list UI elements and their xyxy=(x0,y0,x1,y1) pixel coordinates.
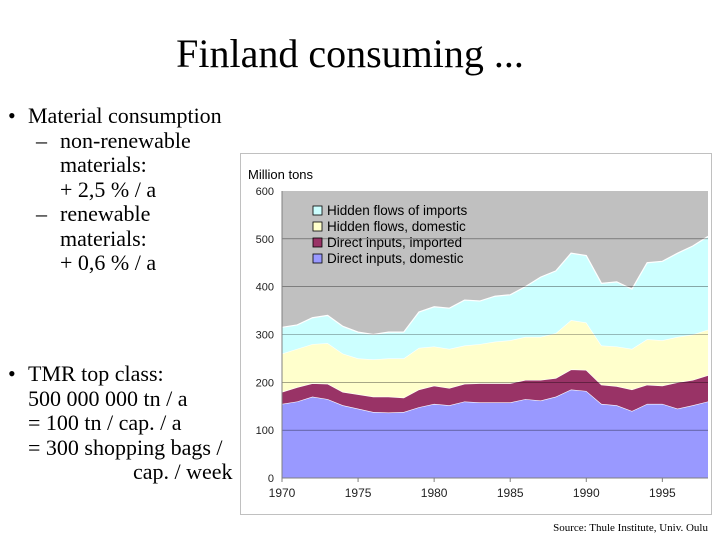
sub-bullet-text: materials: xyxy=(60,152,147,177)
bullet-text: = 100 tn / cap. / a xyxy=(28,410,182,435)
bullet-tmr: • TMR top class: 500 000 000 tn / a = 10… xyxy=(8,361,233,485)
y-tick-label: 200 xyxy=(256,377,274,389)
bullet-dot: • xyxy=(8,361,16,386)
y-tick-label: 100 xyxy=(256,425,274,437)
x-tick-label: 1985 xyxy=(497,486,524,500)
sub-bullet-text: materials: xyxy=(60,225,147,251)
legend-swatch xyxy=(312,253,323,264)
area-series-1 xyxy=(282,389,708,478)
sub-bullet-dash: – xyxy=(36,127,47,153)
y-tick-label: 600 xyxy=(256,186,274,198)
y-tick-label: 0 xyxy=(268,473,274,485)
legend-label: Direct inputs, imported xyxy=(327,235,462,250)
y-tick-label: 300 xyxy=(256,330,274,342)
bullet-material-consumption: • Material consumption – non-renewable m… xyxy=(8,103,268,276)
source-note: Source: Thule Institute, Univ. Oulu xyxy=(553,522,708,534)
x-tick-label: 1980 xyxy=(421,486,448,500)
x-tick-label: 1995 xyxy=(649,486,676,500)
sub-bullet-text: non-renewable xyxy=(60,127,191,153)
area-series-2 xyxy=(282,369,708,413)
y-tick-label: 500 xyxy=(256,234,274,246)
material-flow-chart: 0 100 200 300 400 500 600 1970 1975 1980 1985 1990 1… xyxy=(240,153,712,515)
bullet-text: = 300 shopping bags / xyxy=(28,434,223,460)
legend-swatch xyxy=(312,237,323,248)
bullet-dot: • xyxy=(8,103,16,128)
bullet-text: cap. / week xyxy=(133,459,233,484)
area-series-4 xyxy=(282,236,708,360)
x-tick-label: 1975 xyxy=(345,486,372,500)
legend-label: Hidden flows of imports xyxy=(327,203,468,218)
bullet-text: TMR top class: xyxy=(28,361,164,386)
x-tick-label: 1990 xyxy=(573,486,600,500)
y-tick-label: 400 xyxy=(256,282,274,294)
sub-bullet-dash: – xyxy=(36,201,47,226)
sub-bullet-text: + 2,5 % / a xyxy=(60,176,157,202)
sub-bullet-text: + 0,6 % / a xyxy=(60,250,157,275)
y-axis-label: Million tons xyxy=(248,167,314,182)
sub-bullet-text: renewable xyxy=(60,201,151,226)
slide-title: Finland consuming ... xyxy=(176,31,524,76)
area-series-3 xyxy=(282,320,708,398)
area-edge-4 xyxy=(281,235,709,336)
bullet-text: 500 000 000 tn / a xyxy=(28,385,188,411)
legend-swatch xyxy=(312,205,323,216)
bullet-text: Material consumption xyxy=(28,103,222,128)
chart-svg: 0 100 200 300 400 500 600 1970 1975 1980 1985 1990 1… xyxy=(240,153,712,515)
legend-label: Direct inputs, domestic xyxy=(327,251,464,266)
legend-label: Hidden flows, domestic xyxy=(327,219,466,234)
x-tick-label: 1970 xyxy=(269,486,296,500)
legend-swatch xyxy=(312,221,323,232)
